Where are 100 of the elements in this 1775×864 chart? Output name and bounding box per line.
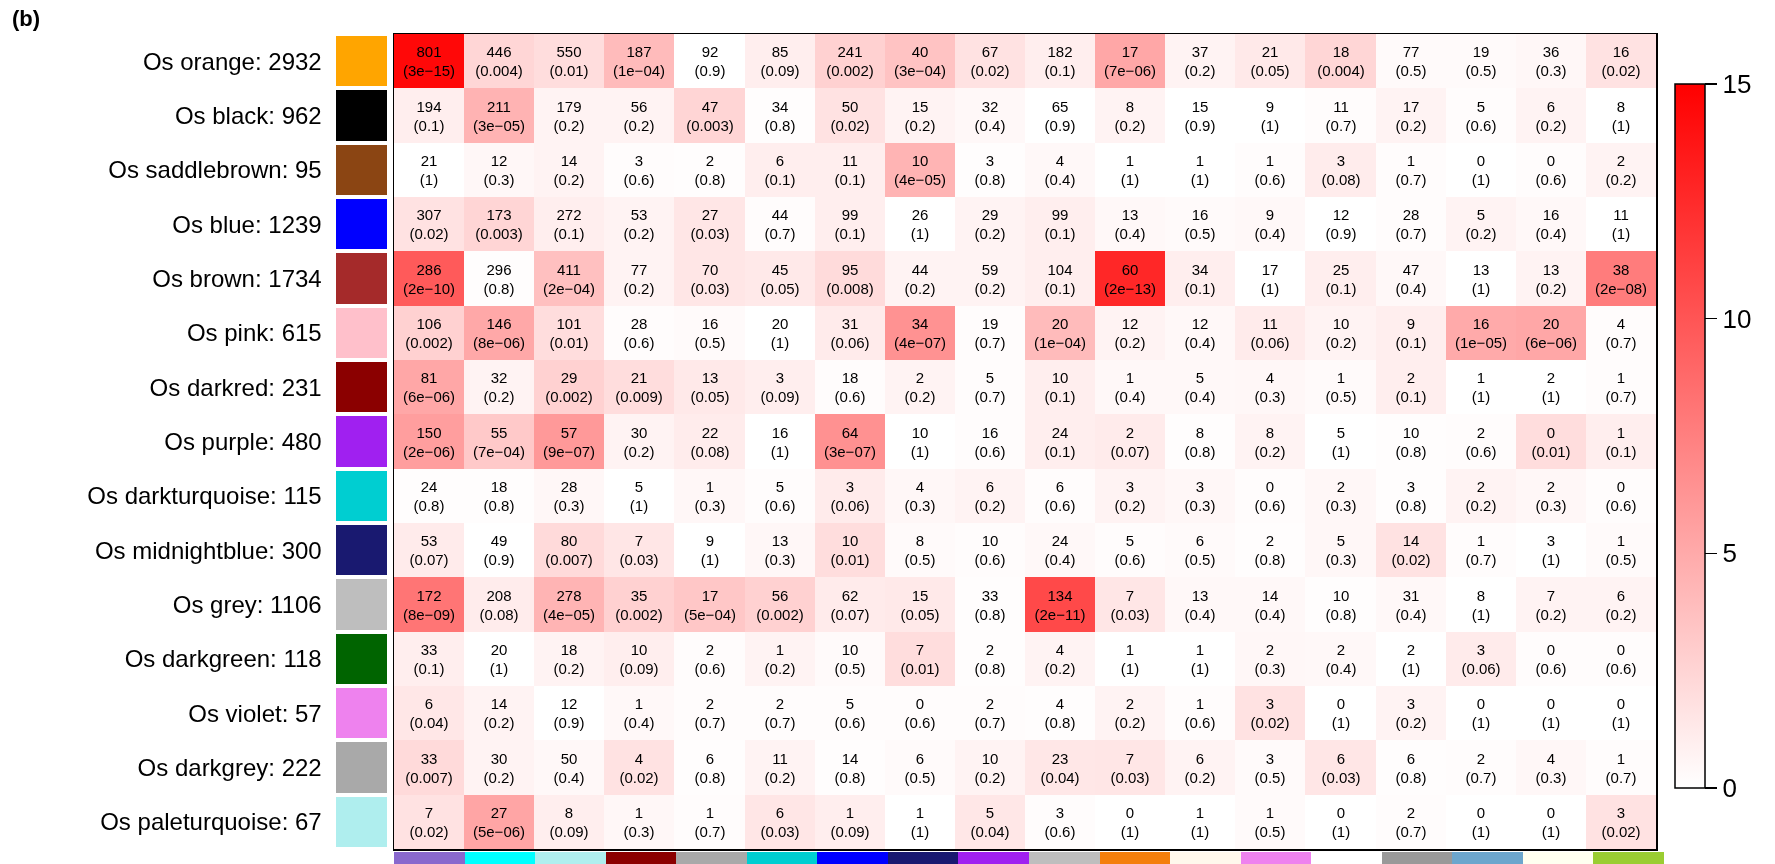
data-label: 0 (1) xyxy=(1471,694,1491,731)
data-label: 10 (0.2) xyxy=(974,749,1006,786)
data-label: 20 (6e−06) xyxy=(1524,314,1578,351)
data-label: 1 (0.7) xyxy=(1395,151,1427,188)
data-label: 34 (4e−07) xyxy=(893,314,947,351)
data-label: 7 (0.03) xyxy=(1110,586,1150,623)
data-label: 50 (0.02) xyxy=(830,97,870,134)
data-label: 2 (0.4) xyxy=(1325,640,1357,677)
data-label: 194 (0.1) xyxy=(413,97,445,134)
data-label: 2 (0.1) xyxy=(1395,368,1427,405)
data-label: 9 (0.1) xyxy=(1395,314,1427,351)
data-label: 0 (1) xyxy=(1541,803,1561,840)
data-label: 24 (0.8) xyxy=(413,477,445,514)
data-label: 10 (0.8) xyxy=(1395,423,1427,460)
data-label: 5 (0.3) xyxy=(1325,531,1357,568)
y-tick-label: Os darkgreen: 118 xyxy=(124,645,322,673)
data-label: 31 (0.06) xyxy=(830,314,870,351)
data-label: 7 (0.2) xyxy=(1535,586,1567,623)
data-label: 59 (0.2) xyxy=(974,260,1006,297)
data-label: 17 (5e−04) xyxy=(683,586,737,623)
text: (b) xyxy=(12,6,41,31)
data-label: 1 (1) xyxy=(1190,640,1210,677)
data-label: 62 (0.07) xyxy=(830,586,870,623)
data-label: 16 (0.6) xyxy=(974,423,1006,460)
data-label: 17 (7e−06) xyxy=(1103,42,1157,79)
data-label: 3 (0.06) xyxy=(1461,640,1501,677)
data-label: 0 (0.01) xyxy=(1531,423,1571,460)
data-label: 23 (0.04) xyxy=(1040,749,1080,786)
data-label: 29 (0.2) xyxy=(974,205,1006,242)
data-label: 3 (0.8) xyxy=(1395,477,1427,514)
data-label: 26 (1) xyxy=(910,205,930,242)
data-label: 0 (1) xyxy=(1331,694,1351,731)
data-label: 2 (0.2) xyxy=(1114,694,1146,731)
data-label: 15 (0.9) xyxy=(1184,97,1216,134)
data-label: 411 (2e−04) xyxy=(542,260,596,297)
data-label: 4 (0.02) xyxy=(619,749,659,786)
data-label: 1 (1) xyxy=(1120,151,1140,188)
y-tick-label: Os darkturquoise: 115 xyxy=(87,482,322,510)
data-label: 2 (0.2) xyxy=(904,368,936,405)
data-label: 1 (0.5) xyxy=(1254,803,1286,840)
data-label: 12 (0.2) xyxy=(1114,314,1146,351)
data-label: 5 (0.04) xyxy=(970,803,1010,840)
data-label: 14 (0.2) xyxy=(483,694,515,731)
data-label: 8 (0.5) xyxy=(904,531,936,568)
data-label: 85 (0.09) xyxy=(760,42,800,79)
data-label: 8 (0.2) xyxy=(1114,97,1146,134)
data-label: 16 (0.5) xyxy=(1184,205,1216,242)
data-label: 4 (0.7) xyxy=(1605,314,1637,351)
data-label: 28 (0.7) xyxy=(1395,205,1427,242)
data-label: 38 (2e−08) xyxy=(1594,260,1648,297)
data-label: 12 (0.9) xyxy=(1325,205,1357,242)
data-label: 4 (0.3) xyxy=(1535,749,1567,786)
data-label: 278 (4e−05) xyxy=(542,586,596,623)
data-label: 4 (0.3) xyxy=(904,477,936,514)
color-bar-label: 10 xyxy=(1722,303,1752,334)
y-tick-label: Os darkgrey: 222 xyxy=(137,753,322,781)
data-label: 0 (0.6) xyxy=(904,694,936,731)
data-label: 272 (0.1) xyxy=(553,205,585,242)
data-label: 179 (0.2) xyxy=(553,97,585,134)
data-label: 95 (0.008) xyxy=(826,260,874,297)
data-label: 10 (0.01) xyxy=(830,531,870,568)
data-label: 8 (1) xyxy=(1611,97,1631,134)
data-label: 6 (0.04) xyxy=(409,694,449,731)
data-label: 11 (0.7) xyxy=(1325,97,1357,134)
data-label: 15 (0.05) xyxy=(900,586,940,623)
data-label: 2 (0.7) xyxy=(974,694,1006,731)
data-label: 13 (0.3) xyxy=(764,531,796,568)
data-label: 6 (0.2) xyxy=(1535,97,1567,134)
data-label: 1 (0.4) xyxy=(1114,368,1146,405)
data-label: 1 (0.7) xyxy=(1605,749,1637,786)
data-label: 6 (0.2) xyxy=(974,477,1006,514)
data-label: 21 (1) xyxy=(419,151,439,188)
data-label: 14 (0.02) xyxy=(1391,531,1431,568)
data-label: 10 (1) xyxy=(910,423,930,460)
data-label: 11 (0.2) xyxy=(764,749,796,786)
data-label: 21 (0.009) xyxy=(615,368,663,405)
data-label: 2 (0.6) xyxy=(694,640,726,677)
data-label: 1 (0.7) xyxy=(1465,531,1497,568)
data-label: 13 (0.4) xyxy=(1114,205,1146,242)
data-label: 1 (0.09) xyxy=(830,803,870,840)
data-label: 7 (0.03) xyxy=(1110,749,1150,786)
data-label: 7 (0.03) xyxy=(619,531,659,568)
data-label: 0 (1) xyxy=(1331,803,1351,840)
data-label: 173 (0.003) xyxy=(475,205,523,242)
data-label: 3 (0.5) xyxy=(1254,749,1286,786)
data-label: 80 (0.007) xyxy=(545,531,593,568)
data-label: 2 (0.6) xyxy=(1465,423,1497,460)
data-label: 3 (1) xyxy=(1541,531,1561,568)
data-label: 9 (1) xyxy=(1260,97,1280,134)
data-label: 36 (0.3) xyxy=(1535,42,1567,79)
data-label: 33 (0.007) xyxy=(405,749,453,786)
data-label: 446 (0.004) xyxy=(475,42,523,79)
data-label: 2 (1) xyxy=(1541,368,1561,405)
data-label: 6 (0.2) xyxy=(1184,749,1216,786)
color-bar-label: 0 xyxy=(1722,773,1737,804)
data-label: 0 (1) xyxy=(1120,803,1140,840)
data-label: 0 (1) xyxy=(1541,694,1561,731)
data-label: 2 (0.7) xyxy=(1395,803,1427,840)
data-label: 5 (0.2) xyxy=(1465,205,1497,242)
data-label: 16 (1) xyxy=(770,423,790,460)
